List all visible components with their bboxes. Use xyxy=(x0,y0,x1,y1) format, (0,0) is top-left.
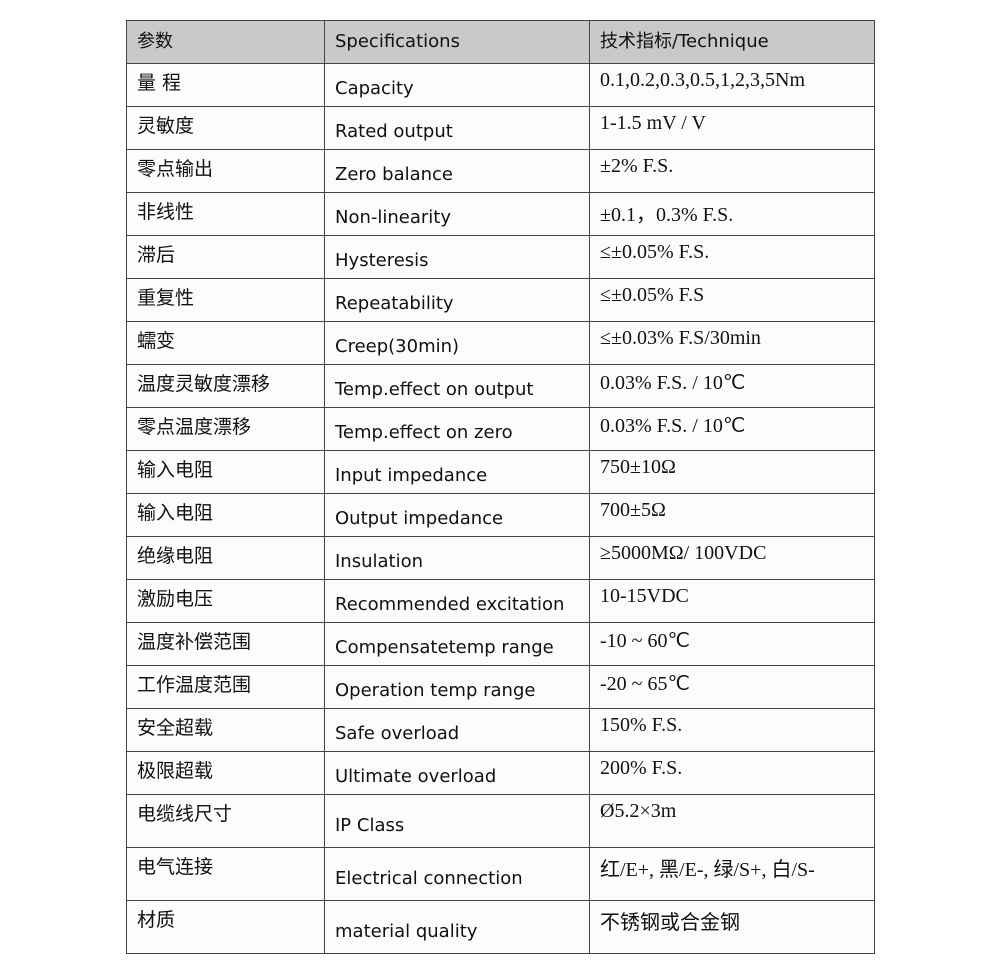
value-cell: 0.03% F.S. / 10℃ xyxy=(589,407,875,451)
param-cell: 零点温度漂移 xyxy=(126,407,325,451)
param-cell: 输入电阻 xyxy=(126,450,325,494)
table-row: 绝缘电阻 Insulation ≥5000MΩ/ 100VDC xyxy=(126,536,875,580)
value-cell: 200% F.S. xyxy=(589,751,875,795)
spec-cell: Capacity xyxy=(324,63,590,107)
value-cell: 700±5Ω xyxy=(589,493,875,537)
spec-cell: Temp.effect on zero xyxy=(324,407,590,451)
param-cell: 电气连接 xyxy=(126,847,325,901)
param-cell: 重复性 xyxy=(126,278,325,322)
value-cell: ±2% F.S. xyxy=(589,149,875,193)
param-cell: 输入电阻 xyxy=(126,493,325,537)
spec-cell: Non-linearity xyxy=(324,192,590,236)
table-header-row: 参数 Specifications 技术指标/Technique xyxy=(126,20,875,64)
table-row: 零点输出 Zero balance ±2% F.S. xyxy=(126,149,875,193)
table-row: 工作温度范围 Operation temp range -20 ~ 65℃ xyxy=(126,665,875,709)
table-row: 电缆线尺寸 IP Class Ø5.2×3m xyxy=(126,794,875,848)
spec-cell: Rated output xyxy=(324,106,590,150)
spec-cell: Compensatetemp range xyxy=(324,622,590,666)
value-cell: Ø5.2×3m xyxy=(589,794,875,848)
spec-cell: Temp.effect on output xyxy=(324,364,590,408)
table-row: 重复性 Repeatability ≤±0.05% F.S xyxy=(126,278,875,322)
spec-cell: Output impedance xyxy=(324,493,590,537)
param-cell: 量 程 xyxy=(126,63,325,107)
table-row: 零点温度漂移 Temp.effect on zero 0.03% F.S. / 10… xyxy=(126,407,875,451)
spec-cell: Zero balance xyxy=(324,149,590,193)
table-row: 输入电阻 Output impedance 700±5Ω xyxy=(126,493,875,537)
table-row: 材质 material quality 不锈钢或合金钢 xyxy=(126,900,875,954)
table-row: 量 程 Capacity 0.1,0.2,0.3,0.5,1,2,3,5Nm xyxy=(126,63,875,107)
param-cell: 极限超载 xyxy=(126,751,325,795)
table-row: 激励电压 Recommended excitation 10-15VDC xyxy=(126,579,875,623)
spec-cell: Electrical connection xyxy=(324,847,590,901)
table-row: 温度灵敏度漂移 Temp.effect on output 0.03% F.S. /… xyxy=(126,364,875,408)
table-row: 电气连接 Electrical connection 红/E+, 黑/E-, 绿/S… xyxy=(126,847,875,901)
param-cell: 电缆线尺寸 xyxy=(126,794,325,848)
value-cell: 0.03% F.S. / 10℃ xyxy=(589,364,875,408)
spec-table: 参数 Specifications 技术指标/Technique 量 程 Capa… xyxy=(126,20,875,954)
spec-cell: Insulation xyxy=(324,536,590,580)
param-cell: 安全超载 xyxy=(126,708,325,752)
spec-cell: Safe overload xyxy=(324,708,590,752)
table-row: 温度补偿范围 Compensatetemp range -10 ~ 60℃ xyxy=(126,622,875,666)
param-cell: 灵敏度 xyxy=(126,106,325,150)
value-cell: ≥5000MΩ/ 100VDC xyxy=(589,536,875,580)
param-cell: 材质 xyxy=(126,900,325,954)
value-cell: -20 ~ 65℃ xyxy=(589,665,875,709)
param-cell: 温度补偿范围 xyxy=(126,622,325,666)
value-cell: ≤±0.05% F.S. xyxy=(589,235,875,279)
value-cell: ≤±0.05% F.S xyxy=(589,278,875,322)
value-cell: -10 ~ 60℃ xyxy=(589,622,875,666)
param-cell: 滞后 xyxy=(126,235,325,279)
table-row: 灵敏度 Rated output 1-1.5 mV / V xyxy=(126,106,875,150)
value-cell: 1-1.5 mV / V xyxy=(589,106,875,150)
value-cell: 红/E+, 黑/E-, 绿/S+, 白/S- xyxy=(589,847,875,901)
value-cell: 10-15VDC xyxy=(589,579,875,623)
spec-cell: IP Class xyxy=(324,794,590,848)
param-cell: 激励电压 xyxy=(126,579,325,623)
param-cell: 零点输出 xyxy=(126,149,325,193)
value-cell: 0.1,0.2,0.3,0.5,1,2,3,5Nm xyxy=(589,63,875,107)
table-row: 滞后 Hysteresis ≤±0.05% F.S. xyxy=(126,235,875,279)
param-cell: 蠕变 xyxy=(126,321,325,365)
header-tech: 技术指标/Technique xyxy=(589,20,875,64)
value-cell: ±0.1，0.3% F.S. xyxy=(589,192,875,236)
table-row: 输入电阻 Input impedance 750±10Ω xyxy=(126,450,875,494)
param-cell: 温度灵敏度漂移 xyxy=(126,364,325,408)
spec-cell: Repeatability xyxy=(324,278,590,322)
table-row: 非线性 Non-linearity ±0.1，0.3% F.S. xyxy=(126,192,875,236)
header-spec: Specifications xyxy=(324,20,590,64)
value-cell: 不锈钢或合金钢 xyxy=(589,900,875,954)
value-cell: 750±10Ω xyxy=(589,450,875,494)
value-cell: ≤±0.03% F.S/30min xyxy=(589,321,875,365)
param-cell: 绝缘电阻 xyxy=(126,536,325,580)
spec-cell: material quality xyxy=(324,900,590,954)
header-param: 参数 xyxy=(126,20,325,64)
value-cell: 150% F.S. xyxy=(589,708,875,752)
table-row: 极限超载 Ultimate overload 200% F.S. xyxy=(126,751,875,795)
param-cell: 非线性 xyxy=(126,192,325,236)
table-row: 安全超载 Safe overload 150% F.S. xyxy=(126,708,875,752)
spec-cell: Ultimate overload xyxy=(324,751,590,795)
spec-cell: Hysteresis xyxy=(324,235,590,279)
param-cell: 工作温度范围 xyxy=(126,665,325,709)
spec-cell: Operation temp range xyxy=(324,665,590,709)
spec-cell: Recommended excitation xyxy=(324,579,590,623)
table-row: 蠕变 Creep(30min) ≤±0.03% F.S/30min xyxy=(126,321,875,365)
spec-cell: Input impedance xyxy=(324,450,590,494)
spec-cell: Creep(30min) xyxy=(324,321,590,365)
